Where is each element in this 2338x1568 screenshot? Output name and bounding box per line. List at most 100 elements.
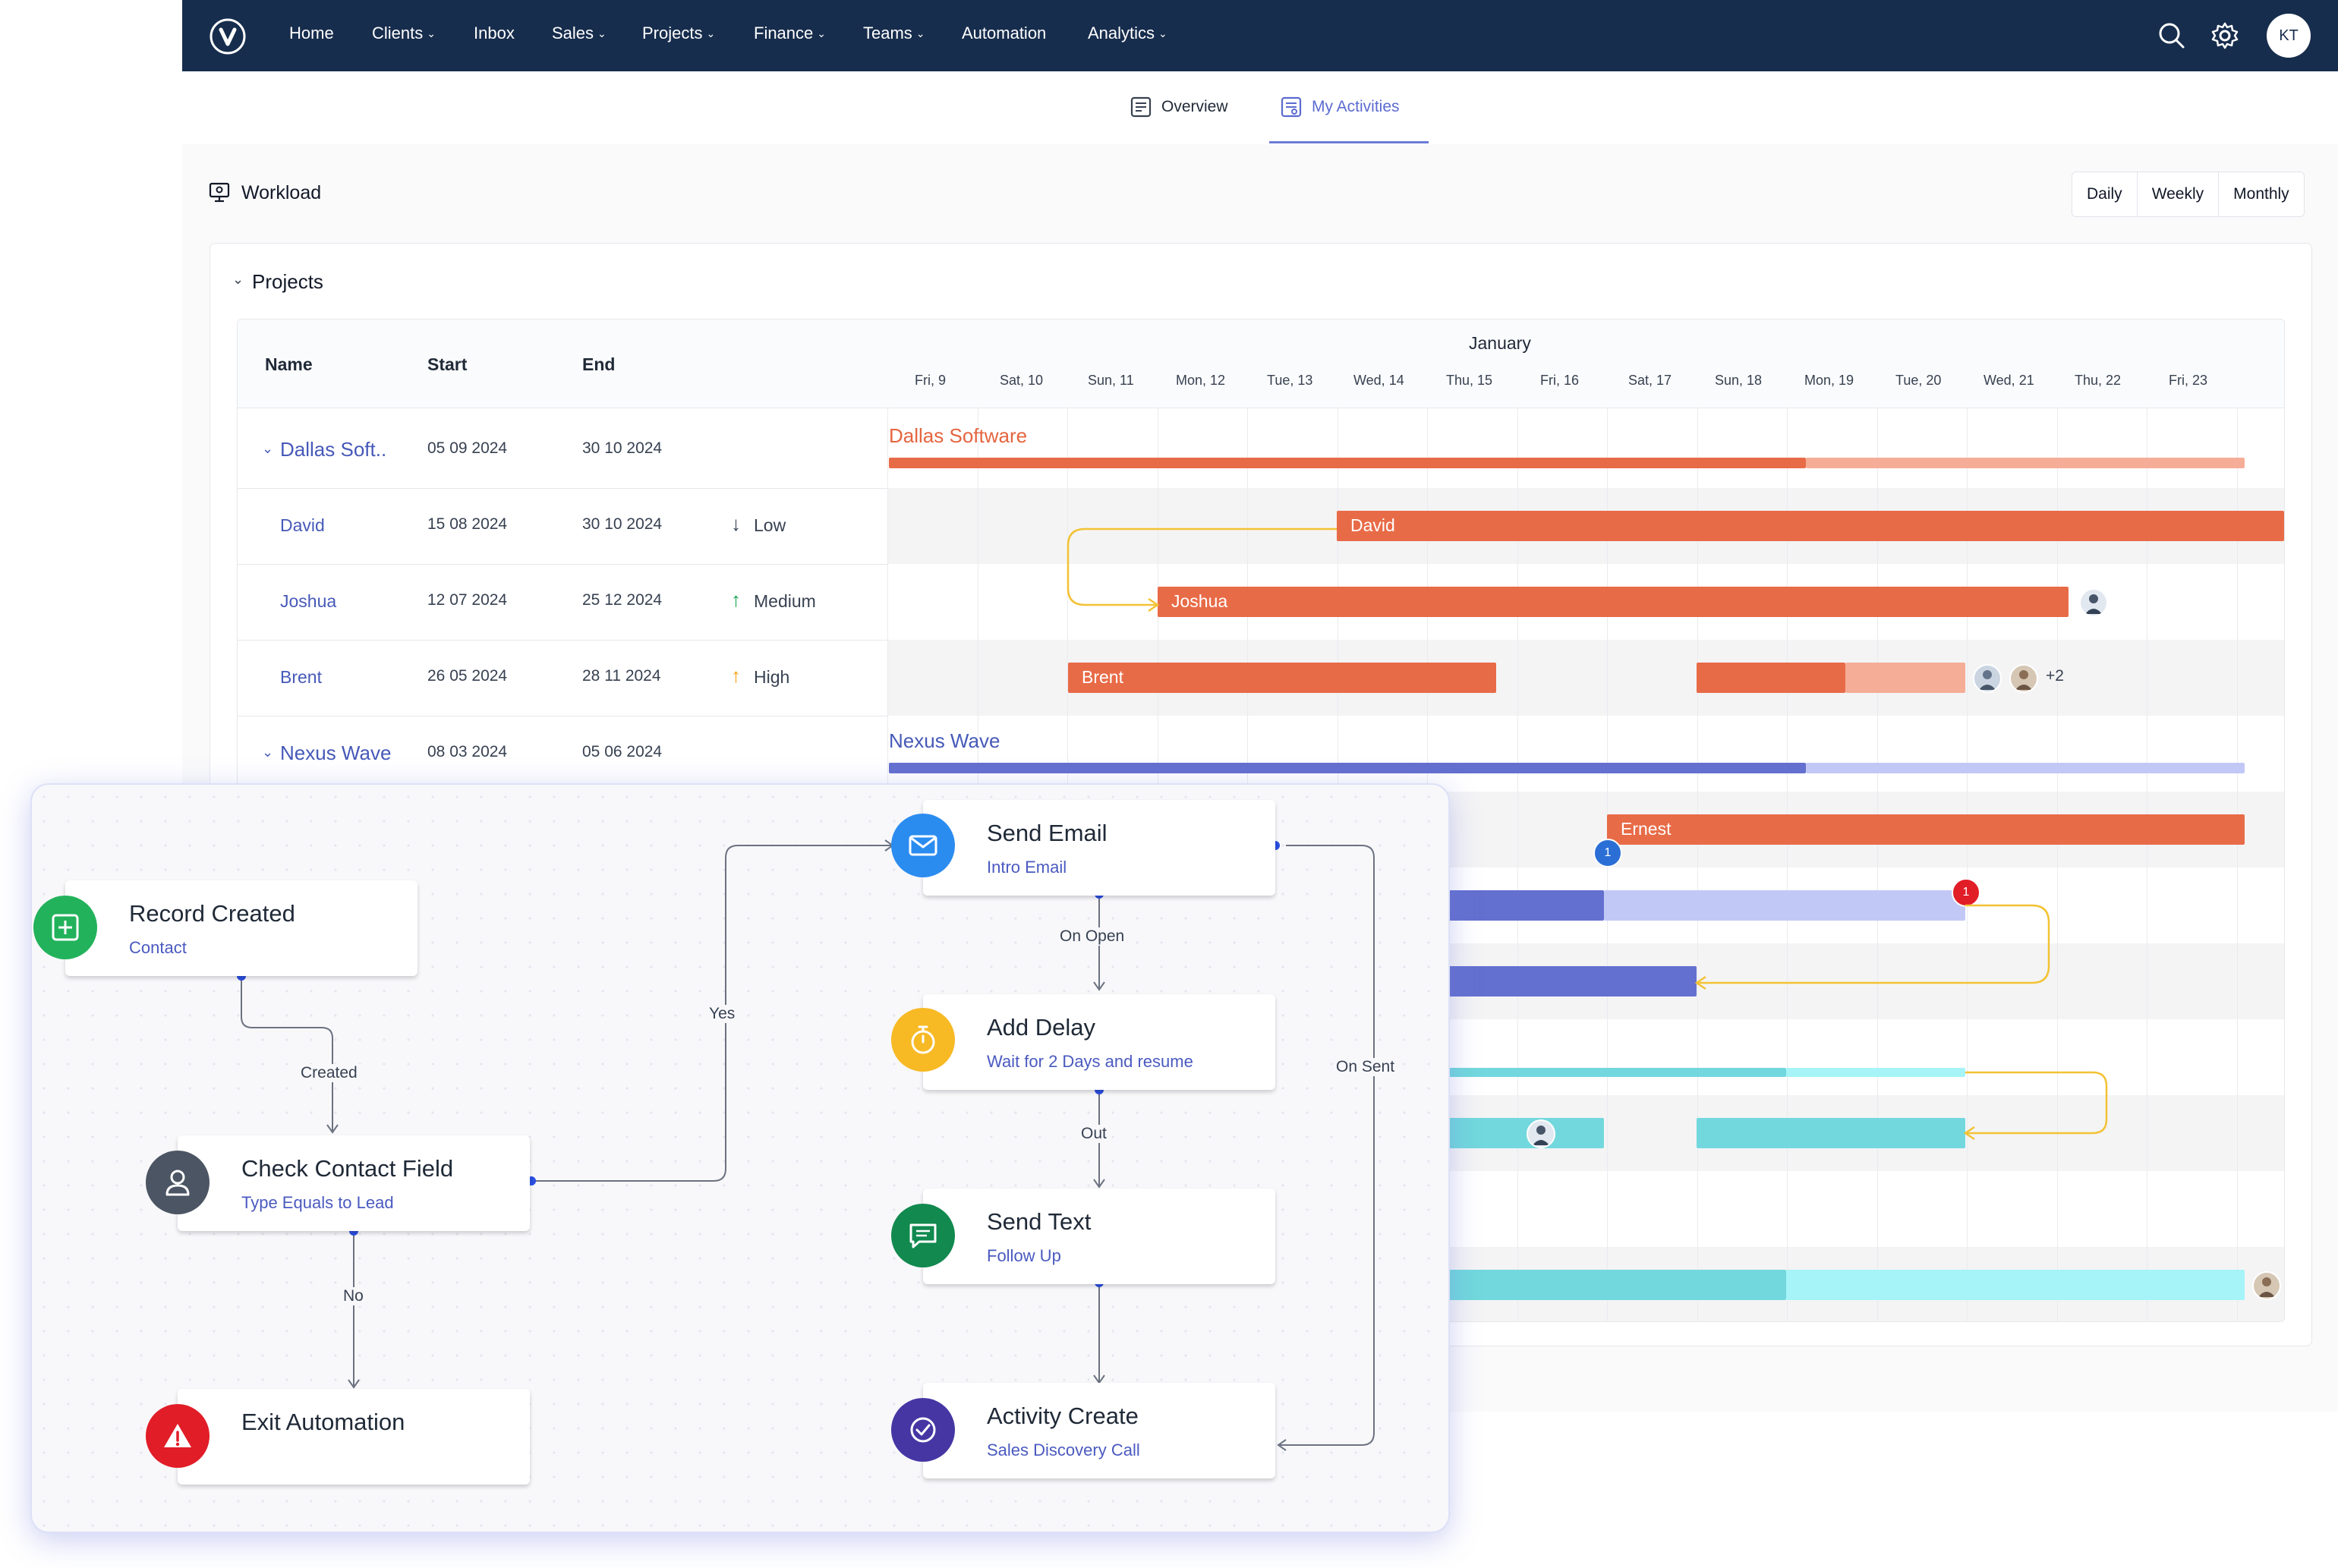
divider: [238, 564, 887, 565]
chevron-down-icon[interactable]: ⌄: [232, 272, 244, 287]
end-date: 25 12 2024: [582, 591, 663, 609]
user-icon: [146, 1151, 210, 1214]
chevron-down-icon: ⌄: [1158, 27, 1167, 39]
project-progress-bar[interactable]: [889, 458, 1806, 468]
project-progress-bar[interactable]: [889, 763, 1806, 773]
nav-teams-label: Teams: [863, 24, 912, 43]
node-title: Record Created: [129, 900, 295, 927]
projects-section-title[interactable]: Projects: [252, 270, 323, 293]
view-daily-button[interactable]: Daily: [2072, 172, 2138, 216]
project-remaining-bar[interactable]: [1806, 763, 2245, 773]
tab-my-activities-label: My Activities: [1312, 98, 1400, 115]
node-send-text[interactable]: Send Text Follow Up: [923, 1189, 1275, 1284]
project-remaining-bar[interactable]: [1806, 458, 2245, 468]
chat-message-icon: [891, 1204, 955, 1267]
nav-sales[interactable]: Sales ⌄: [552, 24, 607, 43]
column-header-end: End: [582, 354, 616, 374]
warning-icon: [146, 1404, 210, 1468]
node-subtitle: Follow Up: [987, 1246, 1061, 1265]
task-bar-label: Brent: [1082, 667, 1123, 687]
badge-count: 1: [1604, 846, 1612, 859]
task-bar[interactable]: [1697, 663, 1845, 693]
user-avatar[interactable]: KT: [2267, 14, 2311, 58]
chevron-down-icon: ⌄: [597, 27, 607, 39]
node-check-contact-field[interactable]: Check Contact Field Type Equals to Lead: [178, 1135, 530, 1231]
dependency-badge[interactable]: 1: [1593, 839, 1622, 867]
nav-home[interactable]: Home: [289, 24, 334, 43]
activities-icon: [1281, 96, 1302, 118]
task-bar[interactable]: [1697, 1118, 1965, 1148]
task-remaining-bar[interactable]: [1604, 890, 1965, 921]
task-remaining-bar[interactable]: [1845, 663, 1965, 693]
project-name-link[interactable]: Nexus Wave: [280, 741, 392, 764]
project-name-link[interactable]: Dallas Soft..: [280, 438, 387, 461]
arrow-down-icon: ↓: [731, 512, 741, 535]
search-icon[interactable]: [2157, 21, 2186, 54]
task-bar[interactable]: [1158, 587, 2069, 617]
nav-teams[interactable]: Teams ⌄: [863, 24, 925, 43]
view-toggle: Daily Weekly Monthly: [2072, 172, 2305, 217]
nav-finance-label: Finance: [754, 24, 814, 43]
node-send-email[interactable]: Send Email Intro Email: [923, 800, 1275, 896]
column-header-start: Start: [427, 354, 468, 374]
node-record-created[interactable]: Record Created Contact: [65, 880, 417, 976]
nav-analytics[interactable]: Analytics ⌄: [1088, 24, 1167, 43]
nav-automation-label: Automation: [962, 24, 1047, 43]
start-date: 08 03 2024: [427, 743, 508, 760]
app-logo-icon[interactable]: [208, 17, 247, 56]
day-label: Wed, 14: [1353, 373, 1404, 388]
node-activity-create[interactable]: Activity Create Sales Discovery Call: [923, 1383, 1275, 1478]
node-title: Exit Automation: [241, 1409, 405, 1435]
gear-icon[interactable]: [2210, 21, 2239, 54]
nav-finance[interactable]: Finance ⌄: [754, 24, 826, 43]
view-weekly-button[interactable]: Weekly: [2138, 172, 2220, 216]
node-title: Add Delay: [987, 1014, 1096, 1041]
chevron-down-icon[interactable]: ⌄: [262, 441, 274, 456]
more-assignees-count[interactable]: +2: [2046, 667, 2064, 685]
tab-my-activities[interactable]: My Activities: [1280, 96, 1400, 118]
edge-label-yes: Yes: [706, 1005, 739, 1023]
task-remaining-bar[interactable]: [1786, 1068, 1965, 1077]
day-label: Sun, 18: [1715, 373, 1763, 388]
day-label: Sun, 11: [1088, 373, 1134, 388]
task-bar-label: David: [1350, 515, 1395, 535]
view-monthly-button[interactable]: Monthly: [2233, 185, 2289, 203]
grid-line: [1517, 408, 1518, 1321]
node-subtitle: Contact: [129, 938, 187, 957]
nav-inbox[interactable]: Inbox: [474, 24, 515, 43]
priority-label: High: [754, 667, 790, 687]
node-add-delay[interactable]: Add Delay Wait for 2 Days and resume: [923, 994, 1275, 1090]
avatar[interactable]: [2079, 588, 2108, 617]
project-bar-title: Nexus Wave: [889, 729, 1000, 752]
day-label: Sat, 10: [1000, 373, 1044, 388]
end-date: 28 11 2024: [582, 667, 661, 685]
avatar[interactable]: [2252, 1271, 2281, 1300]
edge-label-on-open: On Open: [1057, 927, 1128, 946]
node-title: Activity Create: [987, 1403, 1139, 1429]
avatar[interactable]: [2009, 664, 2038, 693]
day-label: Thu, 22: [2075, 373, 2122, 388]
nav-clients[interactable]: Clients ⌄: [372, 24, 436, 43]
grid-line: [1697, 408, 1698, 1321]
day-label: Sat, 17: [1628, 373, 1672, 388]
task-bar[interactable]: [1607, 814, 2245, 845]
member-name-link[interactable]: Brent: [280, 667, 322, 687]
member-name-link[interactable]: David: [280, 515, 325, 535]
nav-sales-label: Sales: [552, 24, 594, 43]
priority-label: Medium: [754, 591, 816, 611]
member-name-link[interactable]: Joshua: [280, 591, 337, 611]
avatar[interactable]: [1973, 664, 2002, 693]
avatar[interactable]: [1527, 1119, 1555, 1148]
node-exit-automation[interactable]: Exit Automation: [178, 1389, 530, 1485]
start-date: 05 09 2024: [427, 439, 508, 457]
task-bar[interactable]: [1337, 511, 2284, 541]
chevron-down-icon: ⌄: [706, 27, 716, 39]
task-remaining-bar[interactable]: [1786, 1270, 2245, 1300]
chevron-down-icon[interactable]: ⌄: [262, 745, 274, 760]
arrow-up-icon: ↑: [731, 664, 741, 687]
nav-automation[interactable]: Automation: [962, 24, 1046, 43]
nav-projects[interactable]: Projects ⌄: [642, 24, 715, 43]
task-bar[interactable]: [1376, 1068, 1786, 1077]
tab-overview[interactable]: Overview: [1130, 96, 1228, 118]
task-bar[interactable]: [1068, 663, 1496, 693]
